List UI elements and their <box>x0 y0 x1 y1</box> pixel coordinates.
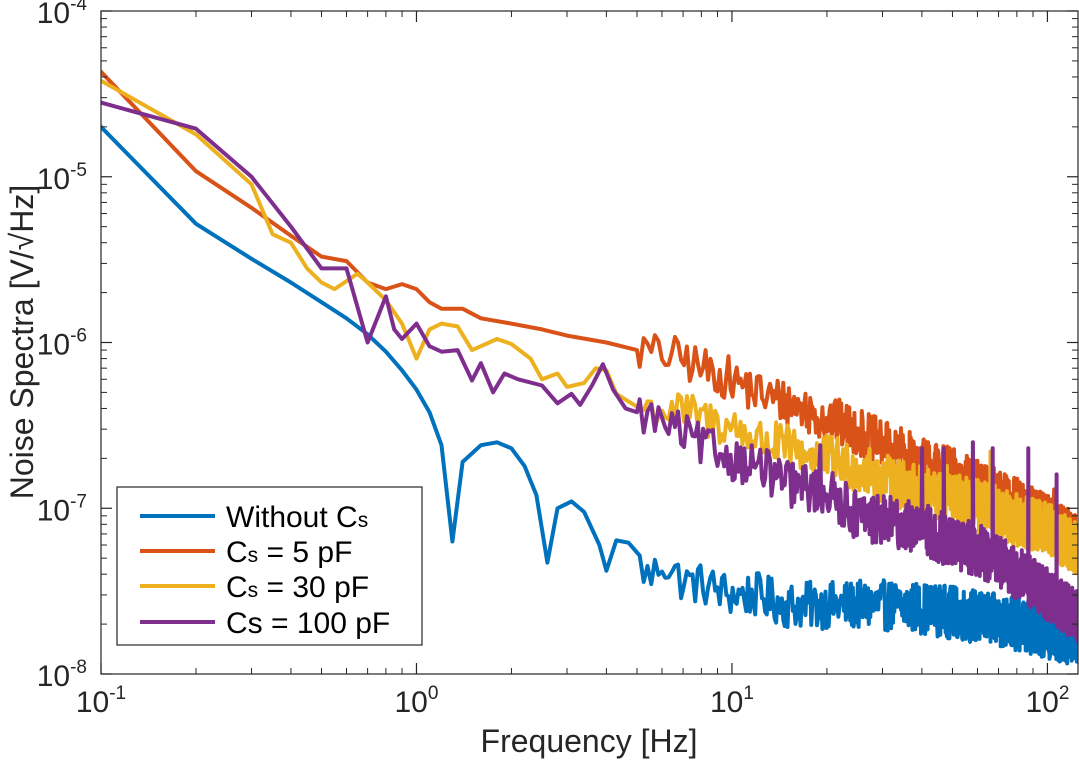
y-tick-label: 10-6 <box>37 326 87 362</box>
x-tick-label: 100 <box>394 683 438 719</box>
legend-label: Without Cs <box>226 501 368 534</box>
legend-label: Cs = 30 pF <box>226 571 369 604</box>
y-tick-label: 10-4 <box>37 0 88 30</box>
y-tick-label: 10-7 <box>37 491 87 527</box>
series-line-cs-30-pf <box>101 78 1078 576</box>
x-tick-label: 10-1 <box>76 683 126 719</box>
x-tick-label: 102 <box>1025 683 1069 719</box>
y-tick-label: 10-5 <box>37 160 87 196</box>
series-line-cs-100-pf <box>101 100 1078 643</box>
tick-labels-layer: 10-1 100 101 102 10-8 10-7 10-6 10-5 10-4 <box>37 0 1070 719</box>
x-tick-label: 101 <box>710 683 754 719</box>
y-tick-label: 10-8 <box>37 657 87 693</box>
series-line-without-cs <box>101 124 1078 666</box>
x-axis-label: Frequency [Hz] <box>481 723 698 759</box>
legend-label: Cs = 100 pF <box>226 607 390 640</box>
legend-label: Cs = 5 pF <box>226 536 352 569</box>
ticks-layer <box>100 10 1078 675</box>
series-layer <box>101 69 1078 666</box>
y-axis-label: Noise Spectra [V/√Hz] <box>4 185 40 500</box>
legend-box <box>116 486 423 646</box>
